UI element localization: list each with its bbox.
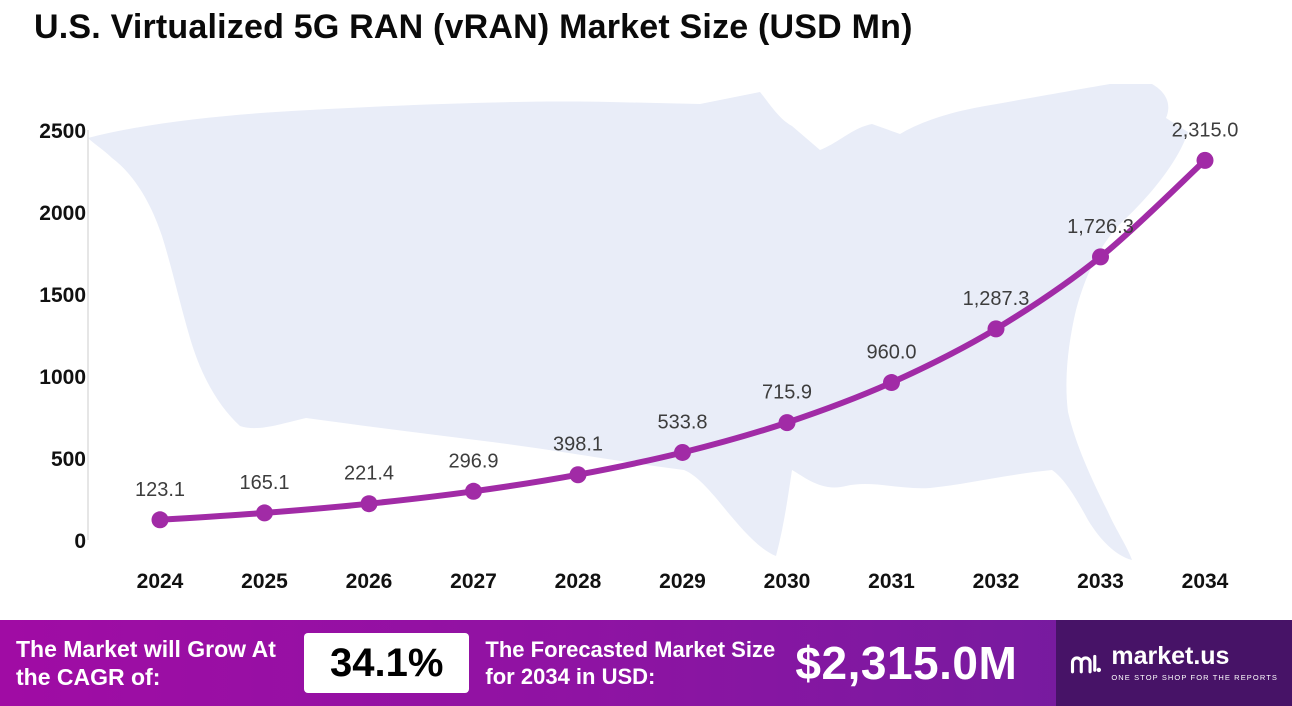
x-tick-label: 2034 — [1182, 570, 1229, 593]
cagr-label: The Market will Grow At the CAGR of: — [16, 635, 276, 690]
y-tick-label: 1500 — [39, 284, 86, 307]
data-point-marker — [151, 511, 169, 529]
x-tick-label: 2033 — [1077, 570, 1124, 593]
data-point-label: 296.9 — [448, 450, 498, 472]
y-tick-label: 1000 — [39, 366, 86, 389]
us-map-background — [88, 84, 1188, 560]
brand-tagline: ONE STOP SHOP FOR THE REPORTS — [1111, 673, 1278, 682]
data-point-label: 1,726.3 — [1067, 216, 1134, 238]
chart-title: U.S. Virtualized 5G RAN (vRAN) Market Si… — [34, 8, 913, 46]
x-tick-label: 2028 — [555, 570, 602, 593]
y-tick-label: 2000 — [39, 202, 86, 225]
forecast-value: $2,315.0M — [795, 637, 1018, 689]
data-point-marker — [674, 443, 691, 461]
x-tick-label: 2026 — [346, 570, 393, 593]
data-point-marker — [778, 414, 796, 432]
footer-banner: The Market will Grow At the CAGR of: 34.… — [0, 620, 1292, 706]
y-tick-label: 2500 — [39, 120, 86, 143]
data-point-label: 221.4 — [344, 463, 394, 485]
data-point-marker — [1196, 151, 1214, 169]
x-tick-label: 2030 — [764, 570, 811, 593]
brand-area: market.us ONE STOP SHOP FOR THE REPORTS — [1056, 620, 1292, 706]
brand-name: market.us — [1111, 642, 1230, 670]
x-tick-label: 2032 — [973, 570, 1020, 593]
x-tick-label: 2025 — [241, 570, 288, 593]
data-point-marker — [256, 504, 273, 522]
data-point-label: 165.1 — [239, 472, 289, 494]
x-tick-label: 2031 — [868, 570, 915, 593]
x-tick-label: 2029 — [659, 570, 706, 593]
data-point-marker — [1092, 248, 1109, 266]
x-tick-label: 2027 — [450, 570, 497, 593]
data-point-label: 1,287.3 — [963, 288, 1030, 310]
data-point-marker — [360, 495, 378, 513]
y-tick-label: 500 — [51, 448, 86, 471]
data-point-marker — [883, 374, 900, 392]
marketus-logo-icon — [1070, 654, 1102, 674]
data-point-marker — [987, 320, 1005, 338]
data-point-marker — [465, 482, 482, 500]
x-tick-label: 2024 — [137, 570, 184, 593]
data-point-label: 715.9 — [762, 382, 812, 404]
data-point-label: 960.0 — [866, 342, 916, 364]
data-point-label: 2,315.0 — [1172, 119, 1239, 141]
brand-text: market.us ONE STOP SHOP FOR THE REPORTS — [1111, 642, 1278, 683]
cagr-value-box: 34.1% — [304, 633, 470, 693]
data-point-label: 398.1 — [553, 434, 603, 456]
y-tick-label: 0 — [74, 530, 86, 553]
data-point-label: 123.1 — [135, 479, 185, 501]
data-point-marker — [569, 466, 587, 484]
forecast-label: The Forecasted Market Size for 2034 in U… — [485, 636, 776, 690]
chart-svg: 0 500 1000 1500 2000 2500 2024 2025 2026 2027 2028… — [39, 84, 1238, 593]
chart-plot-layer: 0 500 1000 1500 2000 2500 2024 2025 2026 2027 2028… — [39, 119, 1238, 593]
cagr-value: 34.1% — [330, 640, 444, 685]
data-point-label: 533.8 — [657, 411, 707, 433]
